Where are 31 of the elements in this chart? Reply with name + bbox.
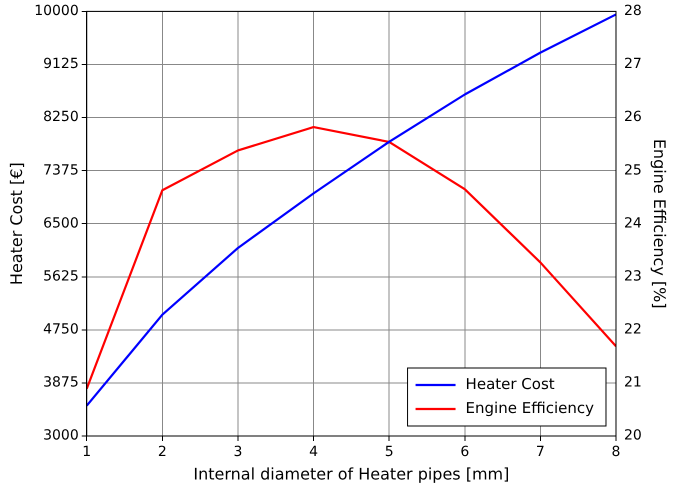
y-tick-label: 4750 [43, 321, 79, 338]
x-tick-label: 5 [384, 444, 394, 460]
y-tick-label: 7375 [43, 162, 79, 178]
x-axis-title: Internal diameter of Heater pipes [mm] [193, 464, 510, 484]
x-tick-label: 2 [158, 444, 167, 460]
y2-tick-label: 28 [624, 3, 642, 20]
y2-tick-label: 26 [624, 109, 642, 126]
y2-tick-label: 24 [624, 215, 642, 232]
y-tick-label: 9125 [43, 56, 79, 72]
y-axis-title: Heater Cost [€] [6, 162, 26, 286]
y2-tick-label: 23 [624, 268, 642, 284]
legend-label: Engine Efficiency [466, 398, 594, 417]
y2-tick-label: 27 [624, 56, 642, 72]
x-tick-label: 7 [536, 444, 545, 460]
x-tick-label: 4 [309, 444, 318, 460]
y-tick-label: 6500 [43, 215, 79, 232]
y-tick-label: 3000 [43, 428, 79, 444]
y-tick-label: 10000 [34, 3, 79, 20]
legend-label: Heater Cost [466, 374, 555, 393]
y-tick-label: 3875 [43, 374, 79, 391]
y-tick-label: 8250 [43, 109, 79, 126]
y2-tick-label: 20 [624, 428, 642, 444]
y2-tick-label: 22 [624, 321, 642, 338]
x-tick-label: 8 [612, 444, 620, 460]
x-tick-label: 3 [233, 444, 242, 460]
x-tick-label: 6 [460, 444, 470, 460]
y-tick-label: 5625 [43, 268, 79, 284]
x-tick-label: 1 [82, 444, 92, 460]
y2-axis-title: Engine Efficiency [%] [650, 138, 670, 309]
y2-tick-label: 25 [624, 162, 642, 178]
y2-tick-label: 21 [624, 374, 642, 391]
